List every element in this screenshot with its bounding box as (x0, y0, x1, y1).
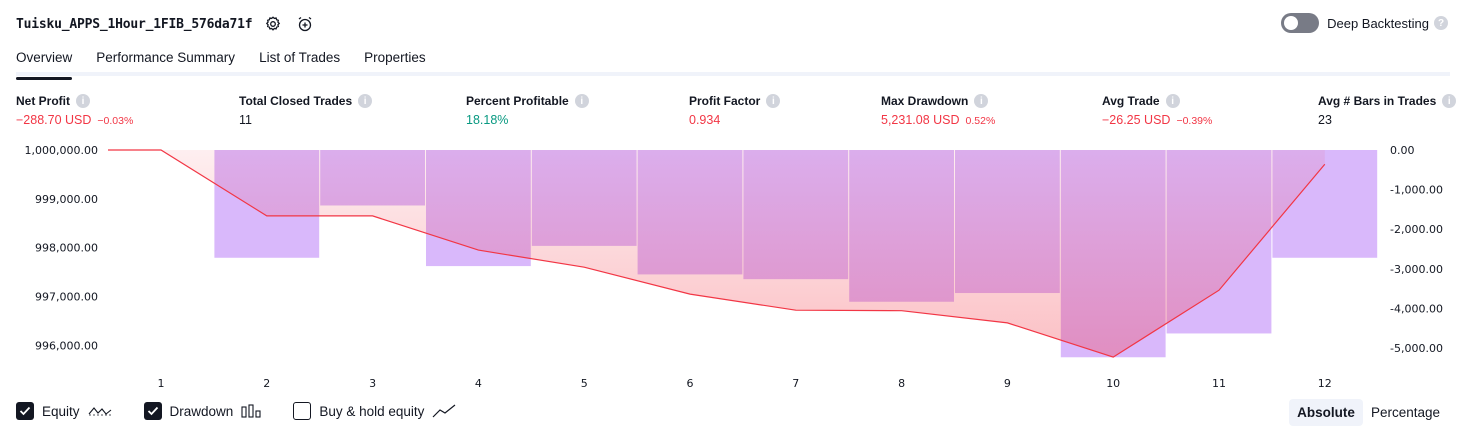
drawdown-bars-icon (241, 404, 261, 418)
metric-label: Total Closed Trades (239, 94, 353, 108)
x-axis-tick: 11 (1212, 377, 1226, 390)
gear-icon[interactable] (262, 13, 284, 35)
metric-avg-bars-in-trades: Avg # Bars in Trades i 23 (1318, 94, 1457, 127)
alarm-clock-plus-icon[interactable] (294, 13, 316, 35)
metric-value: 11 (239, 113, 252, 127)
help-icon[interactable]: i (766, 94, 781, 108)
metric-label: Avg # Bars in Trades (1318, 94, 1437, 108)
absolute-button[interactable]: Absolute (1289, 399, 1363, 426)
left-axis-tick: 996,000.00 (35, 339, 98, 352)
tab-overview[interactable]: Overview (16, 44, 73, 80)
metric-avg-trade: Avg Trade i −26.25 USD −0.39% (1102, 94, 1212, 127)
x-axis-tick: 4 (475, 377, 482, 390)
help-icon[interactable]: i (1442, 94, 1457, 108)
metric-percent: −0.39% (1176, 115, 1213, 127)
right-axis-tick: -4,000.00 (1390, 302, 1443, 315)
strategy-header: Tuisku_APPS_1Hour_1FIB_576da71f (16, 12, 316, 36)
help-icon[interactable]: i (574, 94, 589, 108)
legend-equity[interactable]: Equity (16, 402, 112, 420)
help-icon[interactable]: i (974, 94, 989, 108)
drawdown-checkbox[interactable] (143, 402, 162, 420)
metric-value: −288.70 USD (16, 113, 92, 127)
buy-hold-checkbox[interactable] (293, 402, 312, 420)
trend-line-icon (432, 404, 456, 418)
left-axis-tick: 997,000.00 (35, 291, 98, 304)
metric-percent-profitable: Percent Profitable i 18.18% (466, 94, 589, 127)
left-axis-tick: 999,000.00 (35, 193, 98, 206)
metric-value: 5,231.08 USD (881, 113, 960, 127)
drawdown-label: Drawdown (169, 403, 234, 419)
right-axis-tick: -2,000.00 (1390, 223, 1443, 236)
metric-total-closed-trades: Total Closed Trades i 11 (239, 94, 373, 127)
strategy-title: Tuisku_APPS_1Hour_1FIB_576da71f (16, 16, 253, 32)
x-axis-tick: 10 (1106, 377, 1120, 390)
metric-label: Net Profit (16, 94, 70, 108)
equity-line-icon (88, 404, 112, 418)
x-axis-tick: 3 (369, 377, 376, 390)
x-axis-tick: 9 (1004, 377, 1011, 390)
value-mode-switch: Absolute Percentage (1289, 399, 1448, 426)
legend-buy-hold[interactable]: Buy & hold equity (293, 402, 456, 420)
equity-checkbox[interactable] (16, 402, 34, 420)
right-axis-tick: -3,000.00 (1390, 263, 1443, 276)
right-axis: 0.00 -1,000.00 -2,000.00 -3,000.00 -4,000.00… (1390, 144, 1443, 355)
help-icon[interactable]: ? (1434, 16, 1448, 30)
metric-value: −26.25 USD (1102, 113, 1171, 127)
x-axis-tick: 12 (1318, 377, 1332, 390)
metric-max-drawdown: Max Drawdown i 5,231.08 USD 0.52% (881, 94, 995, 127)
metric-label: Avg Trade (1102, 94, 1160, 108)
help-icon[interactable]: i (1165, 94, 1180, 108)
left-axis-tick: 1,000,000.00 (25, 144, 98, 157)
tab-properties[interactable]: Properties (364, 50, 426, 65)
x-axis-tick: 6 (687, 377, 694, 390)
left-axis-tick: 998,000.00 (35, 242, 98, 255)
legend-drawdown[interactable]: Drawdown (143, 402, 262, 420)
right-axis-tick: 0.00 (1390, 144, 1415, 157)
metric-label: Percent Profitable (466, 94, 569, 108)
metric-value: 18.18% (466, 113, 509, 127)
metric-label: Profit Factor (689, 94, 761, 108)
right-axis-tick: -1,000.00 (1390, 184, 1443, 197)
equity-label: Equity (42, 403, 80, 419)
metric-percent: 0.52% (965, 115, 996, 127)
help-icon[interactable]: i (358, 94, 373, 108)
right-axis-tick: -5,000.00 (1390, 342, 1443, 355)
metric-label: Max Drawdown (881, 94, 969, 108)
tab-performance-summary[interactable]: Performance Summary (96, 50, 236, 65)
percentage-button[interactable]: Percentage (1370, 405, 1440, 420)
x-axis-tick: 2 (263, 377, 270, 390)
report-tabs: Overview Performance Summary List of Tra… (16, 44, 1450, 80)
metric-value: 23 (1318, 113, 1332, 127)
help-icon[interactable]: i (76, 94, 90, 108)
chart-legend: Equity Drawdown Buy & hold equity (16, 402, 488, 420)
equity-area (161, 150, 1325, 358)
deep-backtesting: Deep Backtesting ? (1281, 13, 1448, 33)
metrics-row: Net Profit i −288.70 USD −0.03% Total Clos… (0, 94, 1466, 134)
x-axis-tick: 7 (792, 377, 799, 390)
tab-list-of-trades[interactable]: List of Trades (259, 50, 341, 65)
left-axis: 1,000,000.00 999,000.00 998,000.00 997,000.… (25, 144, 98, 352)
x-axis-tick: 1 (158, 377, 165, 390)
equity-drawdown-chart: 1,000,000.00 999,000.00 998,000.00 997,000.… (25, 144, 1443, 390)
metric-profit-factor: Profit Factor i 0.934 (689, 94, 781, 127)
equity-line (108, 149, 1326, 358)
x-axis-tick: 8 (898, 377, 905, 390)
buy-hold-label: Buy & hold equity (319, 403, 425, 419)
metric-net-profit: Net Profit i −288.70 USD −0.03% (16, 94, 133, 127)
toggle-knob (1284, 16, 1299, 30)
x-axis-tick: 5 (581, 377, 588, 390)
x-axis: 1 2 3 4 5 6 7 8 9 10 11 12 (158, 377, 1332, 390)
deep-backtesting-toggle[interactable] (1281, 13, 1320, 33)
metric-percent: −0.03% (97, 115, 134, 127)
metric-value: 0.934 (689, 113, 721, 127)
deep-backtesting-label: Deep Backtesting (1327, 15, 1429, 31)
